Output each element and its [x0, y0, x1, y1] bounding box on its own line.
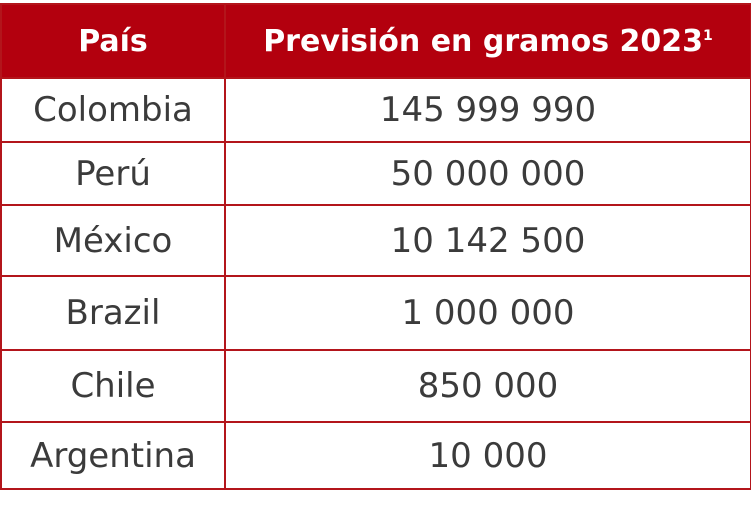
country-column-header: País	[0, 3, 226, 79]
table-row: Chile 850 000	[0, 349, 751, 423]
table-row: Perú 50 000 000	[0, 141, 751, 206]
country-cell: Perú	[0, 141, 226, 206]
forecast-column-header: Previsión en gramos 20231	[224, 3, 751, 79]
value-cell: 850 000	[224, 349, 751, 423]
value-cell: 50 000 000	[224, 141, 751, 206]
table-row: Colombia 145 999 990	[0, 77, 751, 143]
value-cell: 1 000 000	[224, 275, 751, 351]
country-cell: Chile	[0, 349, 226, 423]
header-row: País Previsión en gramos 20231	[0, 3, 751, 79]
country-cell: Argentina	[0, 421, 226, 490]
value-cell: 145 999 990	[224, 77, 751, 143]
table-header: País Previsión en gramos 20231	[0, 3, 751, 79]
country-cell: Brazil	[0, 275, 226, 351]
country-header-label: País	[78, 23, 148, 59]
footnote-marker: 1	[703, 27, 713, 44]
forecast-header-label: Previsión en gramos 2023	[263, 23, 704, 59]
country-cell: Colombia	[0, 77, 226, 143]
value-cell: 10 142 500	[224, 204, 751, 277]
value-cell: 10 000	[224, 421, 751, 490]
table-row: México 10 142 500	[0, 204, 751, 277]
table-row: Brazil 1 000 000	[0, 275, 751, 351]
forecast-table: País Previsión en gramos 20231 Colombia …	[0, 3, 751, 490]
table-row: Argentina 10 000	[0, 421, 751, 490]
table-body: Colombia 145 999 990 Perú 50 000 000 Méx…	[0, 77, 751, 490]
country-cell: México	[0, 204, 226, 277]
